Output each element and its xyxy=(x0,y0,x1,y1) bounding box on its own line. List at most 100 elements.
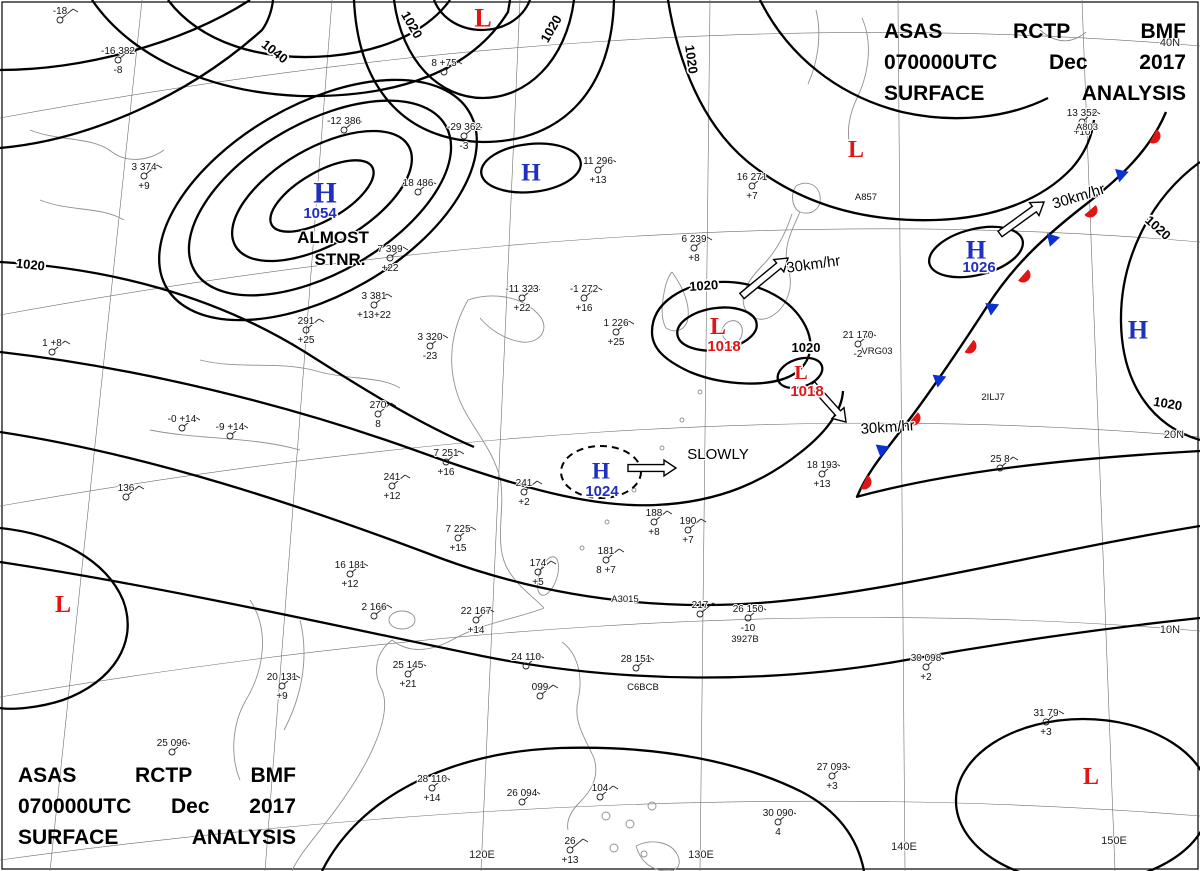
title-line-3: SURFACE ANALYSIS xyxy=(18,826,296,849)
wind-barb-icon xyxy=(477,608,490,619)
wind-barb-icon xyxy=(231,424,244,435)
station-data: +9 xyxy=(276,691,288,702)
wind-barb-feather-icon xyxy=(470,526,477,531)
isobar xyxy=(650,280,812,385)
pressure-center-letter: H xyxy=(966,236,986,265)
wind-barb-feather-icon xyxy=(318,318,325,323)
pressure-center-letter: H xyxy=(592,459,610,484)
pressure-center-L: L xyxy=(846,136,865,165)
station-circle-icon xyxy=(442,458,450,466)
station-circle-icon xyxy=(650,518,658,526)
station-data: 13 352 xyxy=(1067,108,1098,119)
wind-barb-feather-icon xyxy=(760,606,767,611)
station-circle-icon xyxy=(690,244,698,252)
station-circle-icon xyxy=(696,610,704,618)
pressure-center-letter: H xyxy=(1128,316,1148,345)
wind-barb-feather-icon xyxy=(870,332,877,337)
island xyxy=(631,487,637,493)
station-plot: 27 093 +3 xyxy=(816,761,851,793)
pressure-center-value: 1018 xyxy=(790,383,823,400)
station-plot: 181 8 +7 xyxy=(595,545,625,577)
wind-barb-icon xyxy=(379,402,392,413)
station-data: +2 xyxy=(518,497,530,508)
station-data: +3 xyxy=(1040,727,1052,738)
wind-barb-icon xyxy=(701,602,714,613)
wind-barb-icon xyxy=(447,450,460,461)
station-data: 181 xyxy=(598,546,615,557)
wind-barb-feather-icon xyxy=(552,684,559,689)
wind-barb-icon xyxy=(375,604,388,615)
station-data: 1 226 xyxy=(603,318,628,329)
wind-barb-feather-icon xyxy=(536,480,543,485)
grid-label: 150E xyxy=(1101,835,1127,847)
isobar-label: 1040 xyxy=(259,37,291,67)
isobar xyxy=(352,0,616,144)
station-circle-icon xyxy=(168,748,176,756)
warm-front-symbol xyxy=(1018,269,1031,283)
station-data: 7 225 xyxy=(445,524,470,535)
station-data: +13 xyxy=(590,175,607,186)
wind-barb-icon xyxy=(53,340,66,351)
wind-barb-feather-icon xyxy=(442,334,449,339)
station-plot: -29 362 -3 xyxy=(446,121,482,153)
coastline xyxy=(467,295,545,343)
station-plot: -12 386 xyxy=(326,115,363,134)
station-data: 241 xyxy=(384,472,401,483)
wind-barb-feather-icon xyxy=(648,656,655,661)
station-circle-icon xyxy=(226,432,234,440)
station-data: 6 239 xyxy=(681,234,706,245)
station-data: 291 xyxy=(298,316,315,327)
warm-front-symbol xyxy=(964,339,977,354)
station-data: 31 79 xyxy=(1033,708,1058,719)
station-data: +7 xyxy=(746,191,758,202)
station-plot: 3 381 +13+22 xyxy=(356,290,392,322)
wind-barb-feather-icon xyxy=(712,602,719,607)
station-plot: -1 272 +16 xyxy=(569,283,603,315)
station-plot: -9 +14 xyxy=(215,421,249,440)
pressure-center-letter: L xyxy=(848,137,864,163)
station-plot: 25 8 xyxy=(989,453,1019,472)
isobar xyxy=(666,0,1096,222)
wind-barb-feather-icon xyxy=(488,608,495,613)
wind-barb-icon xyxy=(523,790,536,801)
station-data: 174 xyxy=(530,558,547,569)
station-id: A3015 xyxy=(611,594,638,605)
longitude-line xyxy=(49,0,143,871)
wind-barb-feather-icon xyxy=(700,518,707,523)
warm-front-symbol xyxy=(1149,129,1161,144)
station-plot: 25 096 xyxy=(156,737,191,756)
wind-barb-feather-icon xyxy=(610,158,617,163)
wind-barb-feather-icon xyxy=(294,674,301,679)
wind-barb-icon xyxy=(637,656,650,667)
station-circle-icon xyxy=(1042,718,1050,726)
island xyxy=(579,545,585,551)
station-data: +25 xyxy=(298,335,315,346)
isobar xyxy=(855,449,1200,499)
cold-front-symbol xyxy=(1115,168,1129,183)
station-plot: -0 +14 xyxy=(167,413,201,432)
coastline xyxy=(561,641,597,831)
station-data: 3 381 xyxy=(361,291,386,302)
wind-barb-icon xyxy=(445,60,458,71)
station-circle-icon xyxy=(404,670,412,678)
wind-barb-feather-icon xyxy=(538,654,545,659)
station-data: 25 145 xyxy=(393,660,424,671)
wind-barb-feather-icon xyxy=(834,462,841,467)
station-data: +22 xyxy=(382,263,399,274)
wind-barb-icon xyxy=(749,606,762,617)
station-circle-icon xyxy=(922,663,930,671)
wind-barb-feather-icon xyxy=(356,118,363,123)
pressure-center-letter: L xyxy=(794,362,807,384)
wind-barb-feather-icon xyxy=(938,655,945,660)
pressure-center-L: L xyxy=(1081,763,1100,792)
station-data: +2 xyxy=(920,672,932,683)
station-data: -8 xyxy=(114,65,123,76)
station-data: +15 xyxy=(450,543,467,554)
station-data: 26 150 xyxy=(733,604,764,615)
wind-barb-icon xyxy=(523,286,536,297)
